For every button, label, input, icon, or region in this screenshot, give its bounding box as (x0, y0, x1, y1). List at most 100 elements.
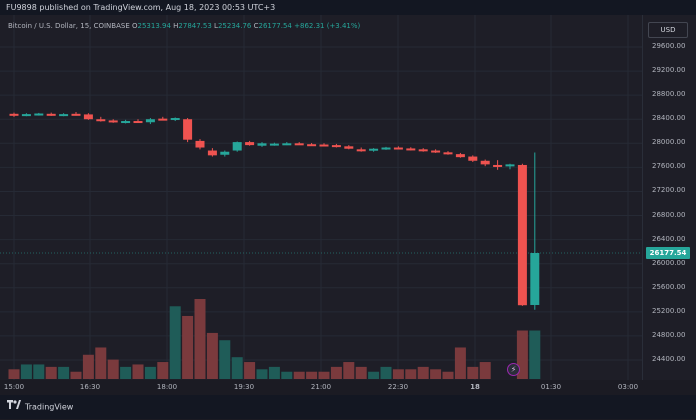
volume-bar (454, 347, 466, 379)
price-axis[interactable] (643, 15, 696, 380)
price-tick-label: 24800.00 (652, 330, 686, 339)
price-tick-label: 29200.00 (652, 66, 686, 75)
candle-body (195, 140, 205, 148)
footer-bar: TradingView (0, 395, 696, 419)
candlestick-chart[interactable] (0, 15, 643, 380)
time-tick-label: 18 (470, 383, 480, 391)
candle-body (406, 148, 416, 151)
candle-body (21, 114, 31, 117)
price-tick-label: 27200.00 (652, 186, 686, 195)
volume-bar (293, 371, 305, 379)
volume-bar (430, 369, 442, 379)
volume-bar (479, 362, 491, 379)
candle-body (133, 121, 143, 124)
price-tick-label: 25200.00 (652, 306, 686, 315)
volume-bar (417, 366, 429, 379)
low-label: L (214, 22, 218, 30)
volume-bar (107, 359, 119, 379)
volume-bar (206, 332, 218, 379)
close-value: 26177.54 (258, 22, 292, 30)
price-tick-label: 25600.00 (652, 282, 686, 291)
volume-bar (281, 371, 293, 379)
candle-body (369, 148, 379, 151)
symbol-legend: Bitcoin / U.S. Dollar, 15, COINBASE O253… (8, 22, 360, 30)
volume-bar (355, 366, 367, 379)
candle-body (468, 156, 478, 161)
time-tick-label: 18:00 (156, 383, 178, 391)
time-axis[interactable]: 15:00 16:30 18:00 19:30 21:00 22:30 18 01:30 03:… (0, 380, 643, 395)
candle-body (356, 149, 366, 152)
volume-bar (318, 371, 330, 379)
candle-body (381, 147, 391, 150)
volume-bar (380, 366, 392, 379)
candle-body (108, 120, 118, 123)
price-tick-label: 24400.00 (652, 355, 686, 363)
price-tick-label: 28400.00 (652, 114, 686, 123)
volume-bar (268, 366, 280, 379)
candle-body (480, 160, 490, 165)
volume-bar (95, 347, 107, 379)
lightning-icon[interactable]: ⚡ (507, 363, 520, 376)
candle-body (34, 113, 44, 116)
volume-bar (231, 357, 243, 379)
chart-area[interactable] (0, 15, 643, 380)
open-label: O (131, 22, 138, 30)
publish-bar: FU9898 published on TradingView.com, Aug… (0, 0, 696, 15)
candle-body (319, 144, 329, 147)
volume-bar (405, 369, 417, 379)
candle-body (170, 118, 180, 121)
candle-body (455, 154, 465, 158)
volume-bar (368, 371, 380, 379)
time-tick-label: 03:00 (617, 383, 639, 391)
candle-body (207, 150, 217, 156)
candle-body (431, 150, 441, 153)
candle-body (331, 145, 341, 148)
volume-bar (219, 340, 231, 379)
candle-body (282, 143, 292, 146)
volume-bar (58, 366, 70, 379)
volume-bar (70, 371, 82, 379)
volume-bar (169, 306, 181, 379)
time-tick-label: 19:30 (233, 383, 255, 391)
open-value: 25313.94 (137, 22, 171, 30)
candle-body (257, 143, 267, 146)
low-value: 25234.76 (217, 22, 252, 30)
candle-body (443, 152, 453, 155)
tradingview-logo-icon[interactable] (7, 395, 21, 419)
high-label: H (173, 22, 179, 30)
volume-bar (157, 362, 169, 379)
volume-bar (343, 362, 355, 379)
volume-bar (244, 362, 256, 379)
change-value: +862.31 (+3.41%) (294, 22, 361, 30)
candle-body (158, 118, 168, 121)
candle-body (232, 142, 242, 151)
candle-body (344, 146, 354, 149)
candle-body (83, 114, 93, 120)
candle-body (493, 164, 503, 167)
candle-body (59, 114, 69, 117)
volume-bar (82, 354, 94, 379)
volume-bar (120, 366, 132, 379)
current-price-tag: 26177.54 (646, 247, 690, 259)
candle-body (393, 147, 403, 150)
close-label: C (253, 22, 259, 30)
candle-body (245, 142, 255, 146)
currency-button[interactable]: USD (648, 22, 688, 38)
volume-bar (20, 364, 32, 379)
volume-bar (182, 315, 194, 379)
candle-body (71, 113, 81, 116)
volume-bar (306, 371, 318, 379)
volume-bar (33, 364, 45, 379)
candle-body (183, 119, 193, 140)
symbol-name: Bitcoin / U.S. Dollar, 15, COINBASE (8, 22, 130, 30)
price-tick-label: 26000.00 (652, 258, 686, 267)
volume-bar (144, 366, 156, 379)
volume-bar (467, 366, 479, 379)
price-tick-label: 28800.00 (652, 90, 686, 99)
price-tick-label: 26800.00 (652, 210, 686, 219)
volume-bar (392, 369, 404, 379)
time-tick-label: 16:30 (79, 383, 101, 391)
price-tick-label: 29600.00 (652, 42, 686, 50)
candle-body (145, 119, 155, 123)
candle-body (418, 149, 428, 152)
